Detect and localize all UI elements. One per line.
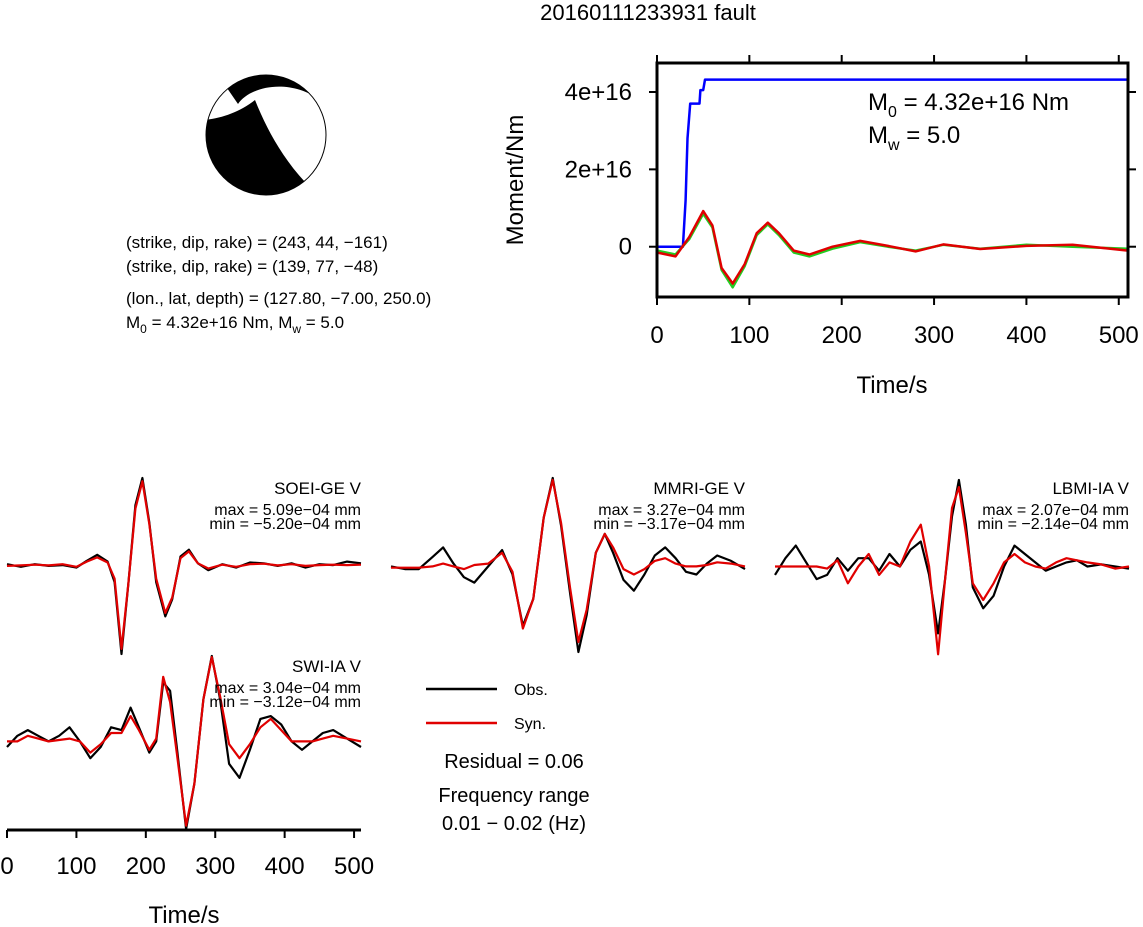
station-name: SWI-IA V: [292, 657, 362, 676]
moment-panel-xticks: 0 100 200 300 400 500: [650, 55, 1139, 349]
station-min: min = −3.12e−04 mm: [209, 694, 361, 711]
nodal-plane-2: (strike, dip, rake) = (139, 77, −48): [126, 257, 378, 276]
residual-text: Residual = 0.06: [444, 751, 584, 773]
waveform-axis-ticks: 0 100 200 300 400 500: [0, 830, 374, 880]
moment-panel-xlabel: Time/s: [856, 372, 927, 399]
frequency-range-value: 0.01 − 0.02 (Hz): [442, 813, 586, 835]
moment-xtick-label: 400: [1006, 322, 1046, 349]
moment-xtick-label: 300: [914, 322, 954, 349]
station-max: max = 3.27e−04 mm: [598, 502, 745, 519]
beachball: [205, 74, 327, 196]
station-min: min = −2.14e−04 mm: [977, 516, 1129, 533]
nodal-plane-1: (strike, dip, rake) = (243, 44, −161): [126, 233, 388, 252]
moment-panel-frame: [655, 61, 1130, 299]
station-max: max = 3.04e−04 mm: [214, 680, 361, 697]
moment-magnitude-line: M0 = 4.32e+16 Nm, Mw = 5.0: [126, 313, 344, 336]
legend: Obs. Syn.: [426, 682, 548, 733]
waveform-time-axis: 0 100 200 300 400 500 Time/s: [0, 828, 374, 927]
waveform-xtick-label: 0: [0, 853, 13, 880]
moment-panel-ylabel: Moment/Nm: [502, 115, 529, 246]
legend-syn-label: Syn.: [514, 716, 546, 733]
waveform-swi-series-2: [7, 656, 362, 827]
location-depth: (lon., lat, depth) = (127.80, −7.00, 250…: [126, 289, 431, 308]
moment-xtick-label: 500: [1099, 322, 1139, 349]
moment-panel-mw-annotation: Mw = 5.0: [868, 122, 960, 154]
station-name: MMRI-GE V: [653, 479, 745, 498]
station-max: max = 2.07e−04 mm: [982, 502, 1129, 519]
figure-title: 20160111233931 fault: [540, 0, 756, 25]
waveform-axis-xlabel: Time/s: [148, 902, 219, 927]
station-waveforms-mmri: [390, 476, 746, 654]
beachball-compression-top: [220, 75, 320, 104]
waveform-xtick-label: 500: [334, 853, 374, 880]
station-min: min = −3.17e−04 mm: [593, 516, 745, 533]
beachball-compression-bottom: [206, 100, 305, 195]
waveform-xtick-label: 100: [56, 853, 96, 880]
station-panel-mmri: MMRI-GE V max = 3.27e−04 mm min = −3.17e…: [390, 476, 746, 654]
frequency-range-title: Frequency range: [438, 785, 589, 807]
moment-panel-m0-annotation: M0 = 4.32e+16 Nm: [868, 89, 1069, 121]
station-min: min = −5.20e−04 mm: [209, 516, 361, 533]
waveform-xtick-label: 200: [126, 853, 166, 880]
station-panel-soei: SOEI-GE V max = 5.09e−04 mm min = −5.20e…: [6, 476, 362, 656]
moment-xtick-label: 100: [729, 322, 769, 349]
station-max: max = 5.09e−04 mm: [214, 502, 361, 519]
waveform-xtick-label: 300: [195, 853, 235, 880]
waveform-mmri-series-2: [391, 478, 746, 644]
moment-xtick-label: 0: [650, 322, 663, 349]
moment-panel: 0 100 200 300 400 500 0 2e+16 4e+16 Time/s Mome…: [502, 55, 1139, 399]
moment-xtick-label: 200: [822, 322, 862, 349]
station-panel-lbmi: LBMI-IA V max = 2.07e−04 mm min = −2.14e…: [774, 478, 1130, 656]
moment-series-1: [657, 78, 1128, 248]
moment-ytick-label: 0: [619, 234, 632, 261]
waveform-xtick-label: 400: [265, 853, 305, 880]
moment-series-3: [656, 209, 1129, 285]
station-panel-swi: SWI-IA V max = 3.04e−04 mm min = −3.12e−…: [6, 654, 362, 831]
waveform-lbmi-series-2: [775, 486, 1130, 656]
moment-panel-yticks: 0 2e+16 4e+16: [565, 79, 1136, 261]
moment-panel-series: [656, 78, 1129, 289]
moment-ytick-label: 4e+16: [565, 79, 632, 106]
legend-obs-label: Obs.: [514, 682, 548, 699]
beachball-outline: [205, 74, 327, 196]
station-waveforms-lbmi: [774, 478, 1130, 656]
station-waveforms-soei: [6, 476, 362, 656]
moment-ytick-label: 2e+16: [565, 156, 632, 183]
station-name: SOEI-GE V: [274, 479, 362, 498]
station-waveforms-swi: [6, 654, 362, 831]
station-name: LBMI-IA V: [1052, 479, 1129, 498]
waveform-soei-series-2: [6, 480, 362, 650]
